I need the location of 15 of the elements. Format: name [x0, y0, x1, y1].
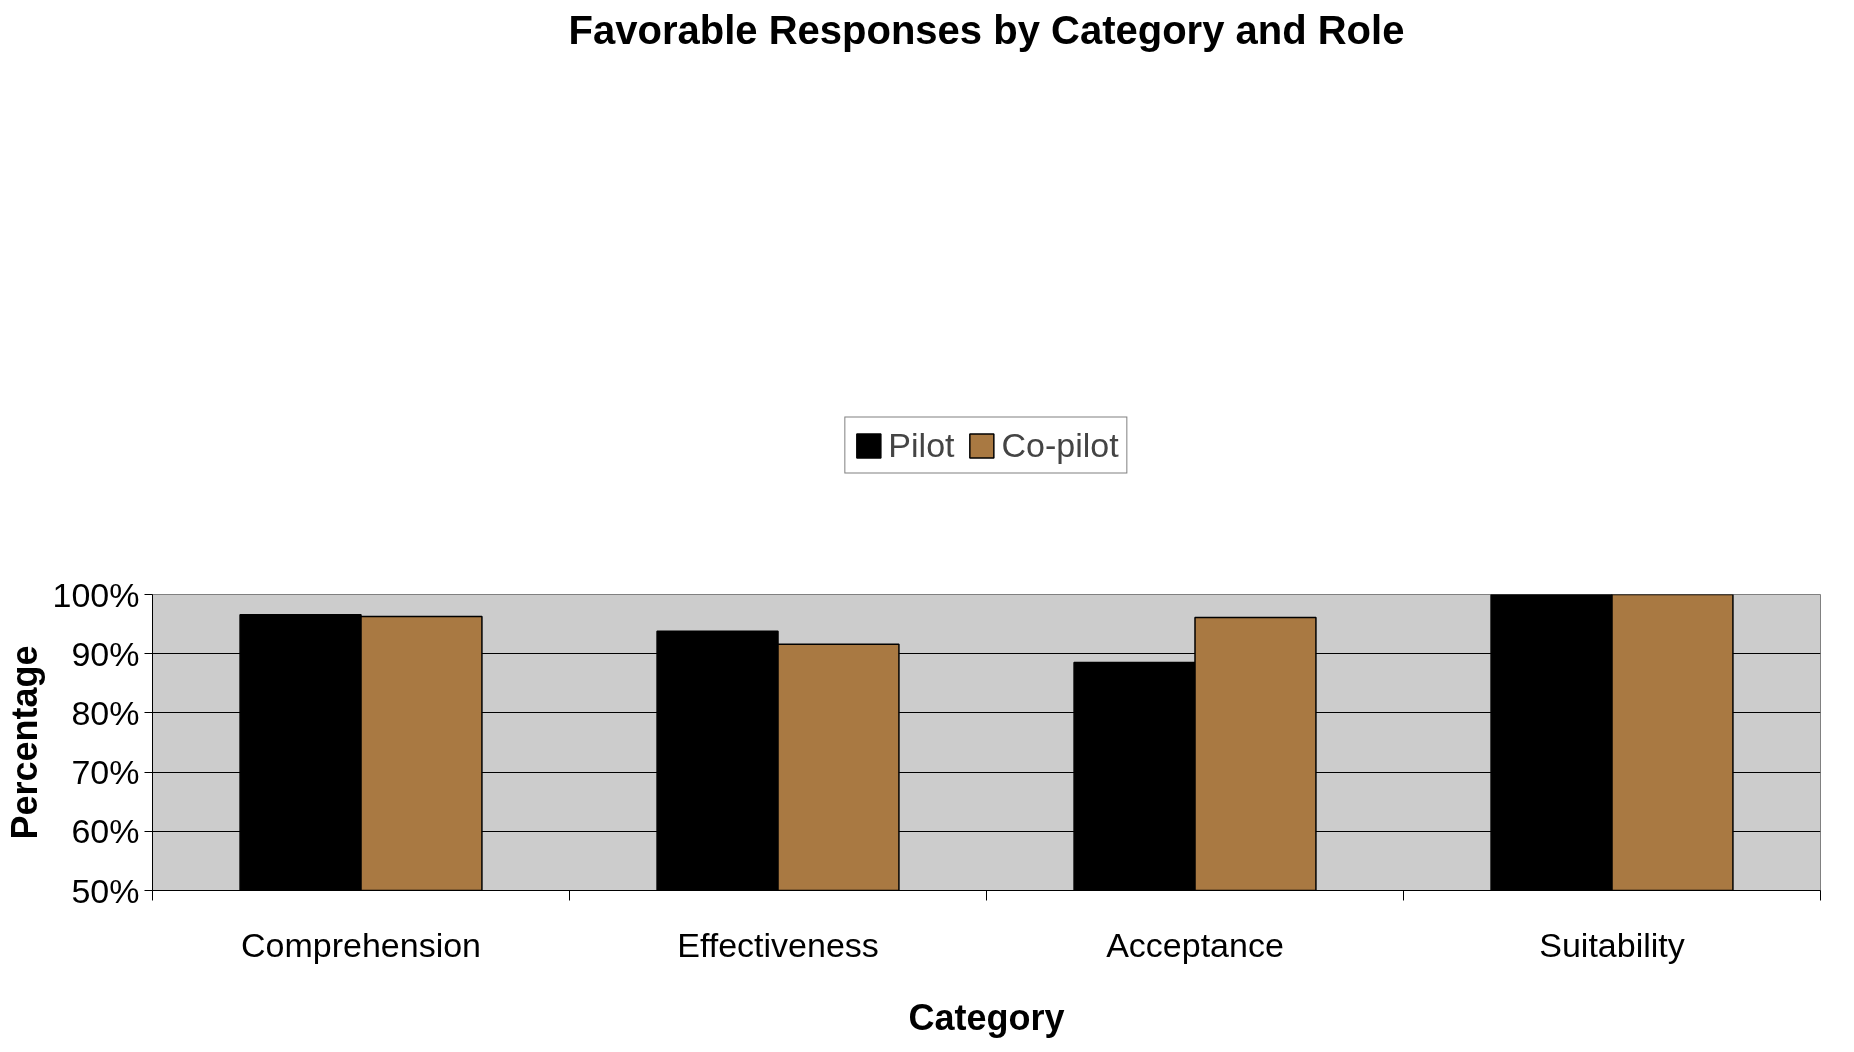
x-tick-label: Comprehension [240, 925, 482, 964]
legend-label: Pilot [888, 425, 955, 465]
y-tick-label: 60% [71, 812, 140, 851]
x-axis-title: Category [908, 996, 1065, 1038]
x-tick-label: Effectiveness [677, 925, 879, 964]
x-tick-label: Suitability [1539, 925, 1685, 964]
y-tick-label: 100% [52, 575, 140, 614]
y-axis-title: Percentage [3, 645, 45, 840]
y-tick-label: 70% [71, 753, 140, 792]
y-tick-label: 50% [71, 871, 140, 910]
x-tick-label: Acceptance [1106, 925, 1284, 964]
y-tick-label: 90% [71, 634, 140, 673]
chart-title: Favorable Responses by Category and Role [568, 7, 1405, 52]
y-tick-label: 80% [71, 693, 140, 732]
legend-label: Co-pilot [1001, 425, 1119, 465]
